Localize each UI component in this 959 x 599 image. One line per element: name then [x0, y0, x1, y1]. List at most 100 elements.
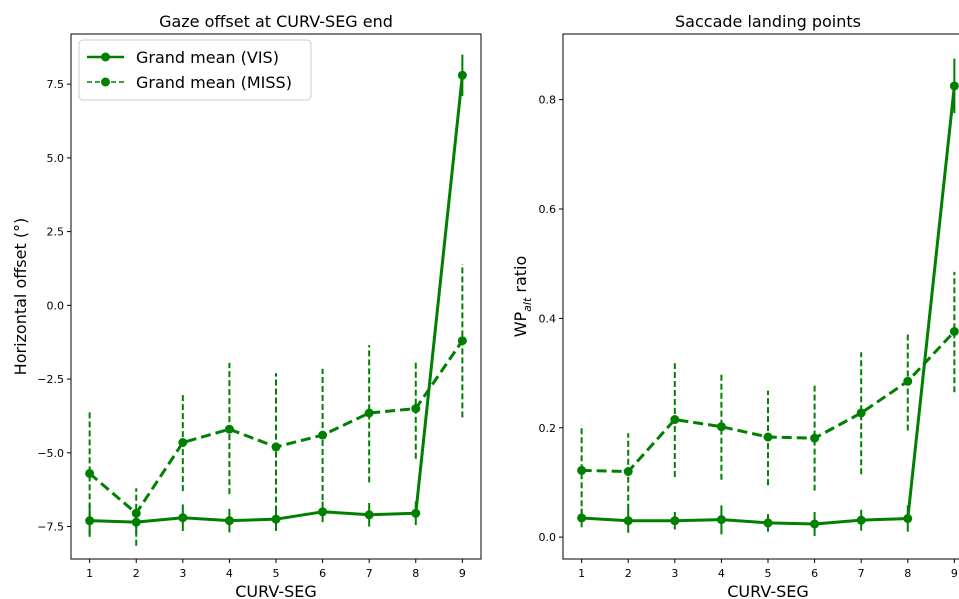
x-tick-label: 2 — [133, 567, 140, 580]
y-tick: 5.0 — [47, 152, 71, 165]
x-tick: 7 — [366, 559, 373, 580]
x-tick: 5 — [765, 559, 772, 580]
plot-area — [577, 58, 959, 537]
data-point — [716, 422, 726, 432]
x-tick: 3 — [179, 559, 186, 580]
y-tick-label: 0.0 — [47, 299, 65, 312]
y-tick: −5.0 — [37, 447, 71, 460]
legend-entry: Grand mean (MISS) — [87, 73, 292, 92]
legend-entry: Grand mean (VIS) — [87, 48, 279, 67]
x-tick: 9 — [951, 559, 958, 580]
x-tick-label: 7 — [366, 567, 373, 580]
data-point — [224, 516, 234, 526]
x-tick-label: 8 — [412, 567, 419, 580]
x-tick-label: 5 — [273, 567, 280, 580]
data-point — [224, 424, 234, 434]
data-point — [577, 513, 587, 523]
data-point — [457, 70, 467, 80]
data-point — [364, 510, 374, 520]
data-point — [178, 437, 188, 447]
data-point — [856, 408, 866, 418]
plot-frame — [562, 33, 959, 560]
data-point — [85, 468, 95, 478]
data-point — [271, 442, 281, 452]
y-tick-label: −5.0 — [37, 447, 64, 460]
y-tick: 0.0 — [47, 299, 71, 312]
x-tick-label: 4 — [718, 567, 725, 580]
x-tick: 1 — [86, 559, 93, 580]
data-point — [856, 515, 866, 525]
x-tick-label: 1 — [86, 567, 93, 580]
data-point — [810, 433, 820, 443]
data-point — [131, 508, 141, 518]
data-point — [577, 465, 587, 475]
x-tick: 6 — [811, 559, 818, 580]
y-tick: −2.5 — [37, 373, 71, 386]
chart-title: Gaze offset at CURV-SEG end — [159, 12, 393, 31]
x-tick: 9 — [459, 559, 466, 580]
x-tick-label: 3 — [671, 567, 678, 580]
legend-label: Grand mean (VIS) — [136, 48, 279, 67]
data-point — [623, 516, 633, 526]
y-tick: 0.8 — [539, 94, 563, 107]
y-tick-label: 0.8 — [539, 94, 557, 107]
y-tick: 0.6 — [539, 203, 563, 216]
series-miss — [85, 264, 467, 546]
y-tick: 0.0 — [539, 531, 563, 544]
x-tick-label: 4 — [226, 567, 233, 580]
x-tick-label: 2 — [625, 567, 632, 580]
plot-area — [85, 54, 467, 546]
x-tick-label: 9 — [951, 567, 958, 580]
x-tick-label: 8 — [904, 567, 911, 580]
x-tick: 8 — [904, 559, 911, 580]
chart-title: Saccade landing points — [675, 12, 861, 31]
x-tick: 3 — [671, 559, 678, 580]
x-tick-label: 3 — [179, 567, 186, 580]
data-point — [949, 81, 959, 91]
x-tick: 7 — [858, 559, 865, 580]
series-miss — [577, 271, 959, 516]
data-point — [318, 430, 328, 440]
x-tick: 4 — [718, 559, 725, 580]
legend-swatch-marker — [101, 77, 110, 87]
data-point — [670, 415, 680, 425]
x-tick-label: 6 — [319, 567, 326, 580]
data-point — [716, 515, 726, 525]
left-chart-panel: 1 2 3 4 5 6 7 8 9 −7.5 −5.0 −2.5 0.0 2.5 5.0 7.5 Gaze of… — [11, 12, 482, 599]
series-vis — [577, 58, 959, 537]
data-point — [810, 519, 820, 529]
data-point — [903, 514, 913, 524]
data-point — [763, 518, 773, 528]
y-tick-label: 0.4 — [539, 312, 557, 325]
y-tick: 0.2 — [539, 422, 563, 435]
series-line — [581, 85, 956, 526]
y-axis-label: Horizontal offset (°) — [11, 218, 30, 376]
x-tick-label: 6 — [811, 567, 818, 580]
x-tick-label: 5 — [765, 567, 772, 580]
y-tick-label: −7.5 — [37, 521, 64, 534]
y-tick: 7.5 — [47, 78, 71, 91]
right-chart-panel: 1 2 3 4 5 6 7 8 9 0.0 0.2 0.4 0.6 0.8 Saccade landing … — [511, 12, 959, 599]
y-tick: 2.5 — [47, 226, 71, 239]
legend: Grand mean (VIS) Grand mean (MISS) — [78, 39, 312, 101]
y-tick: −7.5 — [37, 521, 71, 534]
x-tick: 2 — [625, 559, 632, 580]
data-point — [949, 327, 959, 336]
data-point — [763, 432, 773, 442]
y-axis-label-sub: alt — [521, 297, 534, 312]
y-tick-label: 2.5 — [47, 226, 65, 239]
y-tick-label: 0.2 — [539, 422, 557, 435]
x-axis-label: CURV-SEG — [727, 582, 809, 599]
x-axis-label: CURV-SEG — [235, 582, 317, 599]
y-axis-label-rest: ratio — [511, 256, 530, 298]
data-point — [318, 507, 328, 517]
legend-box — [78, 39, 312, 101]
x-tick: 2 — [133, 559, 140, 580]
data-point — [457, 336, 467, 346]
legend-swatch-marker — [101, 52, 110, 62]
y-tick-label: 0.6 — [539, 203, 557, 216]
y-tick-label: 7.5 — [47, 78, 65, 91]
x-tick-label: 9 — [459, 567, 466, 580]
y-tick-label: 5.0 — [47, 152, 65, 165]
